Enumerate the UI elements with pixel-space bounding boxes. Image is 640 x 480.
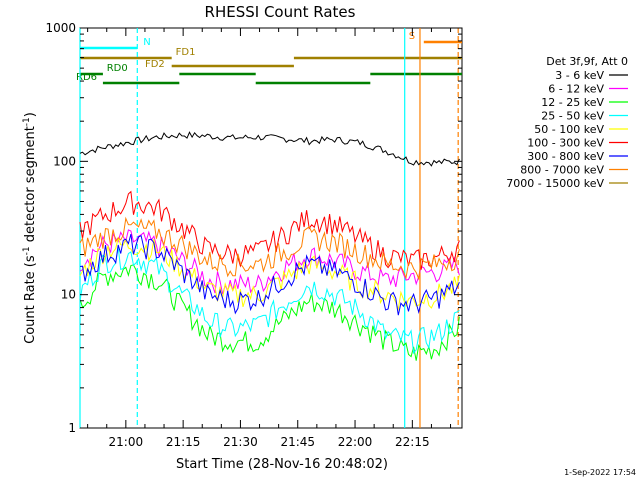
y-tick-label: 1000 bbox=[45, 21, 76, 35]
y-axis-ticks: 1 10 100 1000 bbox=[45, 21, 462, 435]
legend-entry: 12 - 25 keV bbox=[541, 96, 604, 109]
flag-label-n: N bbox=[143, 37, 150, 48]
series-line-3 bbox=[79, 246, 460, 355]
y-axis-label-part3: ) bbox=[23, 112, 38, 117]
x-tick-label: 21:00 bbox=[109, 435, 144, 449]
series-line-1 bbox=[79, 229, 460, 295]
legend-entry: 300 - 800 keV bbox=[527, 150, 604, 163]
flag-label-rd0: RD0 bbox=[107, 63, 128, 74]
flag-label-rd6: RD6 bbox=[76, 72, 97, 83]
y-axis-label-part2: detector segment bbox=[23, 126, 38, 246]
y-axis-label-part1: Count Rate (s bbox=[23, 255, 38, 344]
y-axis-label: Count Rate (s-1 detector segment-1) bbox=[22, 112, 38, 344]
x-tick-label: 21:30 bbox=[223, 435, 258, 449]
flag-label-s: S bbox=[409, 31, 415, 42]
x-axis-ticks: 21:00 21:15 21:30 21:45 22:00 22:15 bbox=[87, 28, 452, 449]
legend-entry: 3 - 6 keV bbox=[555, 69, 604, 82]
series-line-5 bbox=[79, 190, 460, 270]
x-tick-label: 22:00 bbox=[338, 435, 373, 449]
flag-label-fd2: FD2 bbox=[145, 59, 165, 70]
y-axis-label-sup2: -1 bbox=[22, 117, 32, 126]
y-tick-label: 10 bbox=[61, 288, 76, 302]
x-axis-label: Start Time (28-Nov-16 20:48:02) bbox=[176, 457, 388, 472]
series-line-6 bbox=[79, 233, 460, 316]
vertical-markers bbox=[79, 28, 459, 428]
plot-area: N FD1 FD2 RD0 RD6 S 21:00 21:15 21:30 21:45 22:00… bbox=[45, 21, 463, 449]
chart-title: RHESSI Count Rates bbox=[205, 3, 356, 21]
y-tick-label: 1 bbox=[68, 421, 76, 435]
legend-entry: 800 - 7000 keV bbox=[520, 164, 604, 177]
series-line-0 bbox=[79, 131, 460, 167]
y-axis-label-sup1: -1 bbox=[22, 246, 32, 255]
series-line-7 bbox=[79, 216, 460, 281]
x-tick-label: 21:45 bbox=[280, 435, 315, 449]
footer-timestamp: 1-Sep-2022 17:54 bbox=[564, 468, 636, 477]
legend-entry: 25 - 50 keV bbox=[541, 110, 604, 123]
flag-label-fd1: FD1 bbox=[176, 47, 196, 58]
x-tick-label: 22:15 bbox=[395, 435, 430, 449]
legend-entry: 50 - 100 keV bbox=[534, 123, 604, 136]
flag-bars: N FD1 FD2 RD0 RD6 S bbox=[76, 31, 462, 85]
legend-header: Det 3f,9f, Att 0 bbox=[546, 55, 628, 68]
series-lines bbox=[79, 131, 460, 361]
series-line-2 bbox=[79, 264, 460, 361]
legend-entry: 100 - 300 keV bbox=[527, 137, 604, 150]
legend-entry: 7000 - 15000 keV bbox=[506, 177, 604, 190]
x-tick-label: 21:15 bbox=[166, 435, 201, 449]
legend-entry: 6 - 12 keV bbox=[548, 83, 604, 96]
y-tick-label: 100 bbox=[53, 154, 76, 168]
